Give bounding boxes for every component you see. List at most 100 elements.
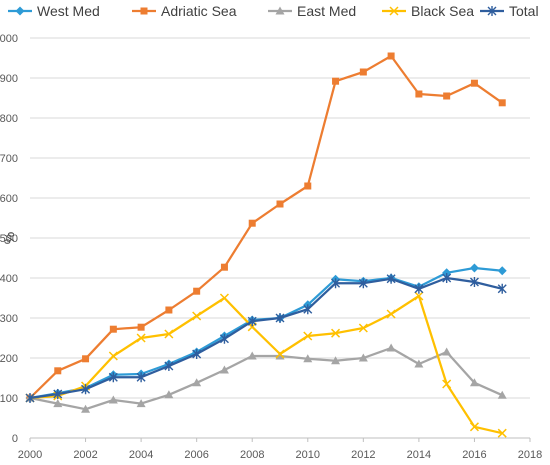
- data-point: [414, 283, 424, 294]
- legend-marker: [275, 6, 285, 15]
- data-point: [469, 422, 479, 432]
- legend-item: Adriatic Sea: [132, 3, 237, 19]
- data-point: [192, 311, 202, 321]
- x-tick-label: 2004: [129, 449, 153, 461]
- data-point: [497, 390, 507, 399]
- data-point: [497, 428, 507, 438]
- data-point: [53, 399, 63, 408]
- y-tick-label: 800: [0, 113, 18, 125]
- data-point: [358, 278, 368, 289]
- x-tick-label: 2002: [73, 449, 97, 461]
- series-total: [25, 273, 507, 403]
- x-tick-label: 2000: [18, 449, 42, 461]
- y-tick-label: 200: [0, 353, 18, 365]
- data-point: [358, 353, 368, 362]
- data-point: [192, 378, 202, 387]
- data-point: [109, 325, 117, 333]
- legend-marker: [140, 7, 148, 15]
- data-point: [137, 323, 145, 331]
- data-point: [108, 351, 118, 361]
- data-point: [331, 356, 341, 365]
- data-point: [386, 309, 396, 319]
- data-point: [470, 79, 478, 87]
- data-point: [387, 52, 395, 60]
- series-east-med: [25, 343, 507, 413]
- data-point: [136, 399, 146, 408]
- data-point: [219, 365, 229, 374]
- series-line: [29, 276, 503, 400]
- legend-label: East Med: [297, 3, 356, 19]
- data-point: [497, 283, 507, 294]
- data-point: [331, 278, 341, 289]
- y-tick-label: 900: [0, 73, 18, 85]
- data-point: [303, 304, 313, 315]
- data-point: [108, 395, 118, 404]
- data-point: [219, 293, 229, 303]
- data-point: [25, 393, 35, 403]
- data-point: [442, 379, 452, 389]
- legend-label: Adriatic Sea: [161, 3, 237, 19]
- data-point: [303, 331, 313, 341]
- data-point: [414, 359, 424, 368]
- data-point: [469, 277, 479, 287]
- data-point: [165, 306, 173, 314]
- data-point: [220, 263, 228, 271]
- data-point: [275, 313, 285, 323]
- series-west-med: [25, 263, 507, 403]
- legend-label: Black Sea: [411, 3, 474, 19]
- legend-item: Black Sea: [382, 3, 474, 19]
- data-point: [219, 333, 229, 344]
- data-point: [136, 333, 146, 343]
- data-point: [358, 323, 368, 333]
- data-point: [136, 372, 146, 383]
- data-point: [108, 372, 118, 383]
- data-point: [442, 347, 452, 356]
- series-line: [29, 54, 503, 399]
- y-tick-label: 1000: [0, 33, 18, 45]
- data-point: [497, 266, 507, 276]
- legend-item: West Med: [8, 3, 100, 19]
- legend-marker: [15, 6, 25, 16]
- data-point: [53, 389, 63, 399]
- data-point: [164, 390, 174, 399]
- data-point: [443, 92, 451, 100]
- data-point: [386, 343, 396, 352]
- legend-marker: [389, 6, 399, 16]
- y-tick-label: 300: [0, 313, 18, 325]
- data-point: [332, 77, 340, 85]
- x-tick-label: 2006: [184, 449, 208, 461]
- data-point: [247, 351, 257, 360]
- legend-label: Total: [509, 3, 539, 19]
- series-black-sea: [25, 291, 507, 438]
- series-line: [29, 346, 503, 411]
- x-tick-label: 2018: [518, 449, 542, 461]
- data-point: [498, 99, 506, 107]
- data-point: [248, 219, 256, 227]
- series-adriatic-sea: [26, 52, 506, 402]
- x-tick-label: 2014: [407, 449, 431, 461]
- data-point: [276, 200, 284, 208]
- data-point: [54, 367, 62, 375]
- legend-marker: [487, 6, 497, 16]
- data-point: [414, 291, 424, 301]
- y-tick-label: 500: [0, 233, 18, 245]
- x-tick-label: 2016: [462, 449, 486, 461]
- x-tick-label: 2008: [240, 449, 264, 461]
- data-point: [469, 263, 479, 273]
- x-tick-label: 2010: [296, 449, 320, 461]
- series-line: [29, 294, 503, 435]
- y-tick-label: 0: [12, 433, 18, 445]
- data-point: [81, 404, 91, 413]
- y-axis-title: %: [1, 232, 17, 244]
- data-point: [275, 349, 285, 359]
- y-tick-label: 700: [0, 153, 18, 165]
- data-point: [247, 316, 257, 327]
- axes: 0 100 200 300 400 500 600 700 800 900 1000 2000 2002…: [0, 33, 542, 461]
- data-point: [193, 287, 201, 295]
- data-point: [469, 378, 479, 387]
- data-point: [442, 273, 452, 283]
- x-tick-label: 2012: [351, 449, 375, 461]
- data-point: [275, 351, 285, 360]
- legend: West Med Adriatic Sea East Med Black Sea Tot…: [8, 3, 539, 19]
